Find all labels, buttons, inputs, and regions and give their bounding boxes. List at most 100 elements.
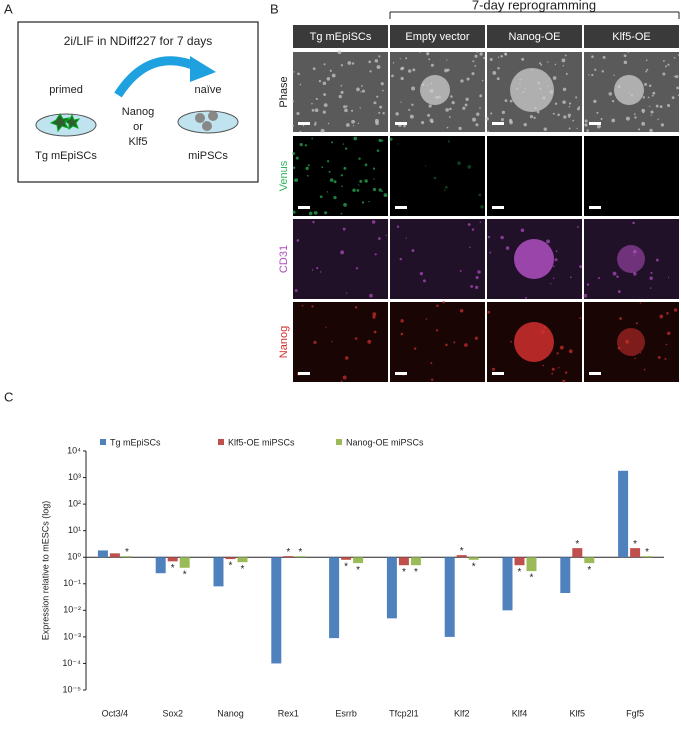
column-header: Empty vector — [405, 31, 470, 43]
row-label: Phase — [278, 76, 290, 107]
speckle — [313, 123, 317, 126]
bar — [167, 557, 178, 562]
speckle — [329, 178, 334, 182]
bar — [572, 548, 583, 558]
speckle — [311, 109, 315, 112]
row-label: Venus — [278, 160, 290, 191]
speckle — [407, 69, 412, 73]
speckle — [311, 137, 313, 140]
bar — [213, 557, 224, 587]
speckle — [391, 74, 394, 78]
speckle — [327, 122, 330, 125]
scale-bar — [395, 206, 407, 209]
speckle — [673, 56, 676, 59]
speckle — [666, 103, 671, 108]
speckle — [358, 184, 360, 186]
speckle — [608, 92, 613, 96]
state-label: naïve — [195, 84, 222, 96]
speckle — [521, 57, 525, 61]
bar — [468, 557, 479, 560]
micrograph — [293, 136, 388, 216]
speckle — [344, 147, 348, 150]
speckle — [419, 272, 424, 276]
speckle — [296, 111, 300, 116]
colony — [617, 245, 645, 273]
speckle — [462, 106, 466, 110]
speckle — [479, 107, 481, 109]
colony — [420, 75, 450, 105]
legend-label: Klf5-OE miPSCs — [228, 437, 295, 447]
speckle — [677, 54, 680, 56]
speckle — [326, 160, 330, 163]
speckle — [474, 64, 477, 67]
speckle — [542, 364, 545, 367]
speckle — [385, 234, 387, 236]
speckle — [459, 309, 464, 313]
speckle — [550, 283, 552, 285]
speckle — [292, 166, 296, 169]
speckle — [354, 306, 358, 309]
speckle — [480, 205, 484, 209]
bar — [283, 556, 294, 558]
speckle — [579, 317, 582, 320]
speckle — [360, 91, 362, 93]
speckle — [500, 118, 505, 122]
speckle — [364, 179, 368, 183]
x-tick-label: Klf4 — [512, 708, 528, 718]
speckle — [633, 272, 637, 276]
speckle — [593, 99, 597, 103]
speckle — [556, 352, 559, 355]
speckle — [380, 82, 384, 86]
speckle — [600, 117, 603, 121]
speckle — [299, 130, 302, 133]
speckle — [342, 143, 344, 145]
speckle — [446, 59, 448, 61]
speckle — [373, 178, 375, 180]
speckle — [505, 246, 510, 250]
speckle — [673, 308, 678, 312]
speckle — [552, 112, 555, 115]
speckle — [647, 96, 650, 99]
speckle — [471, 72, 475, 76]
column-header-bg — [293, 25, 388, 48]
speckle — [487, 310, 491, 314]
speckle — [568, 349, 573, 354]
speckle — [399, 58, 401, 60]
speckle — [378, 55, 381, 58]
speckle — [376, 149, 380, 152]
speckle — [408, 108, 411, 111]
speckle — [430, 362, 433, 365]
speckle — [543, 127, 547, 131]
speckle — [399, 257, 402, 261]
speckle — [664, 65, 667, 68]
panel-letter: B — [270, 1, 279, 16]
speckle — [659, 105, 663, 109]
speckle — [343, 105, 347, 109]
speckle — [536, 110, 540, 114]
speckle — [302, 124, 305, 127]
legend-label: Nanog-OE miPSCs — [346, 437, 424, 447]
speckle — [539, 62, 542, 65]
speckle — [342, 227, 346, 231]
speckle — [376, 95, 379, 98]
y-tick-label: 10⁻¹ — [63, 578, 81, 588]
speckle — [611, 99, 615, 103]
significance-mark: * — [518, 567, 522, 578]
speckle — [564, 54, 567, 57]
cell-label: Tg mEpiSCs — [35, 150, 97, 162]
speckle — [474, 54, 478, 58]
panel-letter: A — [4, 1, 13, 16]
speckle — [352, 125, 355, 127]
scale-bar — [298, 122, 310, 125]
speckle — [450, 95, 453, 98]
speckle — [649, 105, 651, 108]
speckle — [445, 343, 448, 347]
speckle — [551, 367, 555, 371]
scale-bar — [589, 122, 601, 125]
speckle — [591, 55, 594, 59]
significance-mark: * — [286, 547, 290, 558]
speckle — [430, 120, 434, 124]
speckle — [645, 59, 648, 62]
speckle — [650, 110, 654, 114]
speckle — [568, 127, 571, 130]
